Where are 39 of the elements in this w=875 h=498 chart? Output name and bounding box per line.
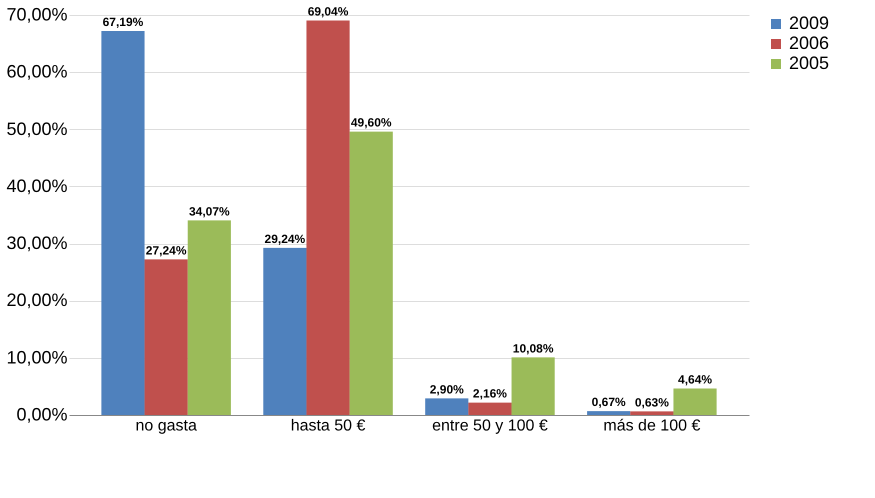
y-tick-label: 0,00%	[16, 404, 68, 424]
legend-label: 2006	[789, 33, 830, 53]
bar	[144, 259, 188, 415]
y-tick-label: 10,00%	[6, 347, 68, 368]
data-label: 0,63%	[634, 395, 670, 410]
data-label: 34,07%	[188, 204, 230, 218]
legend-label: 2005	[789, 53, 830, 73]
y-tick-label: 60,00%	[6, 62, 68, 82]
legend-label: 2009	[789, 13, 830, 33]
data-label: 2,90%	[430, 382, 464, 396]
bar	[101, 31, 145, 415]
bar	[263, 248, 306, 415]
x-tick-label: más de 100 €	[603, 418, 700, 434]
data-label: 29,24%	[264, 232, 306, 246]
data-label: 4,64%	[678, 372, 712, 386]
data-label: 2,16%	[472, 386, 508, 401]
bar	[306, 20, 350, 415]
y-tick-label: 20,00%	[6, 290, 68, 310]
data-label: 0,67%	[592, 395, 626, 410]
bar	[673, 388, 717, 415]
data-label: 49,60%	[350, 116, 392, 130]
data-label: 27,24%	[146, 243, 187, 258]
bar	[587, 411, 630, 415]
data-label: 69,04%	[308, 4, 349, 18]
bar	[468, 402, 512, 415]
x-tick-label: no gasta	[135, 418, 197, 434]
y-tick-label: 30,00%	[6, 233, 68, 254]
y-tick-label: 50,00%	[6, 118, 68, 139]
bar	[512, 357, 555, 415]
x-tick-label: entre 50 y 100 €	[432, 418, 548, 434]
bar	[350, 132, 393, 415]
bar	[630, 411, 674, 415]
bar	[425, 398, 468, 415]
y-tick-label: 40,00%	[6, 176, 68, 196]
data-label: 67,19%	[102, 15, 144, 30]
data-label: 10,08%	[512, 341, 554, 356]
bar	[188, 220, 231, 415]
y-tick-label: 70,00%	[6, 4, 68, 24]
x-tick-label: hasta 50 €	[290, 418, 366, 434]
